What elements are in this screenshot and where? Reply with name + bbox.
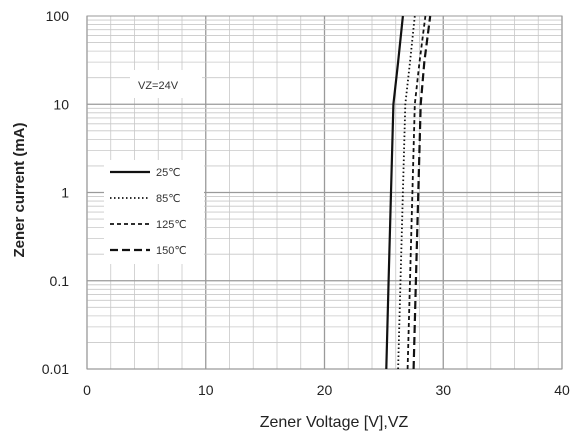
y-tick-label: 0.01 [42, 361, 69, 377]
series-line-1 [397, 15, 416, 370]
y-tick-label: 10 [53, 96, 69, 112]
x-tick-label: 10 [198, 382, 214, 398]
vz-annotation: VZ=24V [138, 80, 179, 92]
x-tick-label: 20 [317, 382, 333, 398]
grid-lines [86, 16, 563, 370]
x-tick-label: 30 [435, 382, 451, 398]
legend-label-0: 25℃ [156, 167, 181, 179]
y-tick-label: 100 [46, 8, 70, 24]
series-lines [385, 15, 432, 370]
x-axis-title: Zener Voltage [V],VZ [260, 414, 409, 431]
legend-label-2: 125℃ [156, 219, 187, 231]
series-line-0 [385, 15, 404, 370]
y-tick-label: 1 [61, 185, 69, 201]
series-line-3 [412, 15, 432, 370]
x-tick-label: 40 [554, 382, 570, 398]
y-axis-title: Zener current (mA) [11, 122, 28, 257]
plot-frame [86, 15, 563, 370]
annotation-box: VZ=24V [130, 70, 202, 98]
y-tick-labels: 0.01 0.1 1 10 100 [42, 8, 69, 377]
legend: 25℃ 85℃ 125℃ 150℃ [104, 160, 204, 264]
y-tick-label: 0.1 [50, 273, 70, 289]
x-tick-label: 0 [83, 382, 91, 398]
series-line-2 [406, 15, 427, 370]
x-tick-labels: 0 10 20 30 40 [83, 382, 570, 398]
legend-label-1: 85℃ [156, 193, 181, 205]
legend-label-3: 150℃ [156, 245, 187, 257]
